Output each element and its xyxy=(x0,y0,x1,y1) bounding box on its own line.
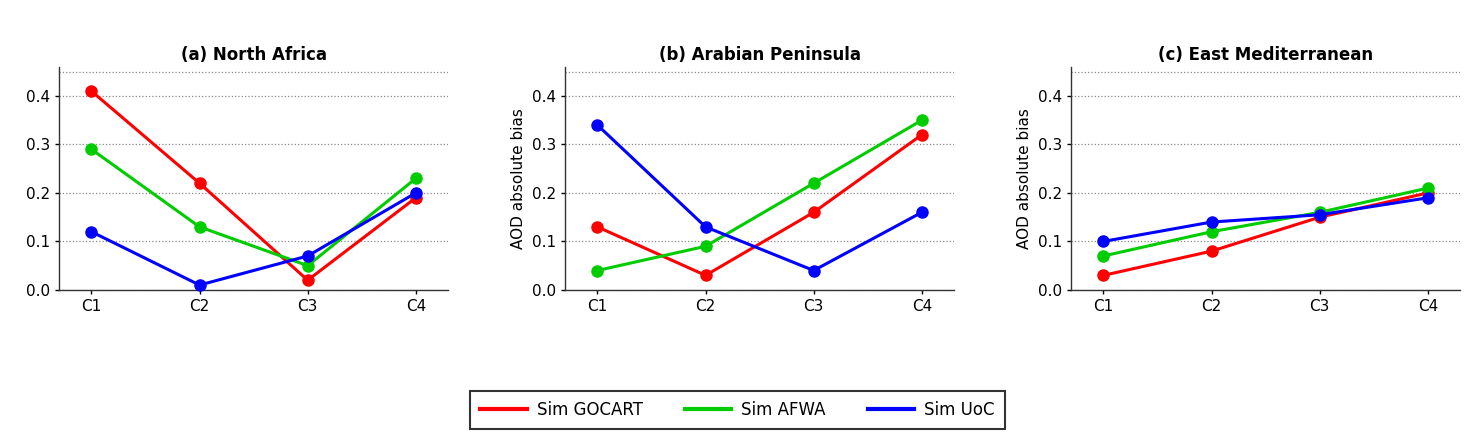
Line: Sim UoC: Sim UoC xyxy=(86,187,422,291)
Title: (a) North Africa: (a) North Africa xyxy=(180,46,326,64)
Sim GOCART xyxy=(83,88,100,94)
Line: Sim GOCART: Sim GOCART xyxy=(591,129,928,281)
Sim AFWA xyxy=(805,181,823,186)
Sim AFWA xyxy=(190,224,208,230)
Line: Sim GOCART: Sim GOCART xyxy=(1097,187,1434,281)
Sim GOCART xyxy=(1094,273,1112,278)
Sim GOCART xyxy=(299,277,317,283)
Line: Sim GOCART: Sim GOCART xyxy=(86,86,422,286)
Title: (b) Arabian Peninsula: (b) Arabian Peninsula xyxy=(659,46,860,64)
Line: Sim AFWA: Sim AFWA xyxy=(591,115,928,276)
Line: Sim AFWA: Sim AFWA xyxy=(1097,182,1434,261)
Sim GOCART xyxy=(589,224,606,230)
Sim AFWA xyxy=(407,176,425,181)
Y-axis label: AOD absolute bias: AOD absolute bias xyxy=(512,108,527,249)
Sim AFWA xyxy=(913,118,931,123)
Sim UoC xyxy=(913,210,931,215)
Sim AFWA xyxy=(589,268,606,273)
Legend: Sim GOCART, Sim AFWA, Sim UoC: Sim GOCART, Sim AFWA, Sim UoC xyxy=(471,391,1004,429)
Sim UoC xyxy=(190,282,208,288)
Sim UoC xyxy=(83,229,100,235)
Line: Sim UoC: Sim UoC xyxy=(591,120,928,276)
Sim UoC xyxy=(1419,195,1437,200)
Sim UoC xyxy=(1202,219,1220,225)
Sim AFWA xyxy=(696,244,714,249)
Sim AFWA xyxy=(1311,210,1329,215)
Sim UoC xyxy=(1311,212,1329,218)
Sim UoC xyxy=(589,122,606,128)
Sim UoC xyxy=(696,224,714,230)
Line: Sim UoC: Sim UoC xyxy=(1097,192,1434,247)
Sim UoC xyxy=(805,268,823,273)
Sim GOCART xyxy=(1311,215,1329,220)
Sim UoC xyxy=(407,190,425,196)
Sim AFWA xyxy=(299,263,317,268)
Title: (c) East Mediterranean: (c) East Mediterranean xyxy=(1158,46,1373,64)
Y-axis label: AOD absolute bias: AOD absolute bias xyxy=(1018,108,1032,249)
Sim AFWA xyxy=(83,147,100,152)
Sim GOCART xyxy=(1419,190,1437,196)
Sim GOCART xyxy=(805,210,823,215)
Sim GOCART xyxy=(190,181,208,186)
Sim AFWA xyxy=(1094,253,1112,259)
Sim UoC xyxy=(1094,239,1112,244)
Sim AFWA xyxy=(1419,186,1437,191)
Sim GOCART xyxy=(407,195,425,200)
Sim UoC xyxy=(299,253,317,259)
Sim GOCART xyxy=(696,273,714,278)
Sim GOCART xyxy=(913,132,931,137)
Line: Sim AFWA: Sim AFWA xyxy=(86,144,422,271)
Sim GOCART xyxy=(1202,248,1220,254)
Sim AFWA xyxy=(1202,229,1220,235)
